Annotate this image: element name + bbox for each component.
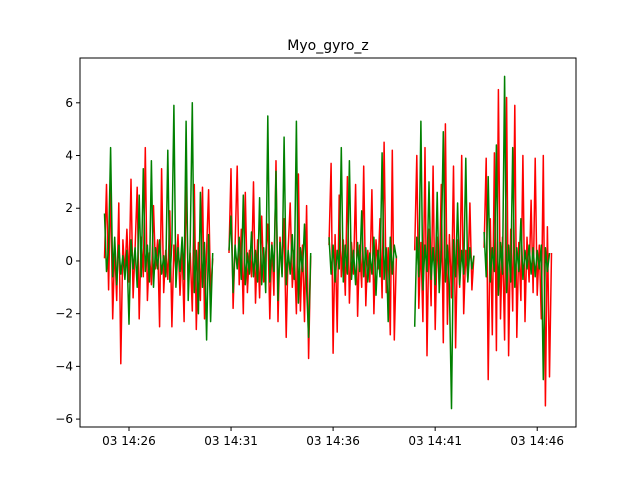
y-tick-label-3: −2 <box>55 307 73 321</box>
y-tick-label-4: 0 <box>65 254 73 268</box>
x-tick-label-5: 03 14:46 <box>510 434 564 448</box>
y-axis: −6 −4 −2 0 2 4 6 <box>55 96 80 426</box>
plot-area <box>103 75 553 410</box>
series-1-segment-2 <box>228 160 312 360</box>
x-tick-label-3: 03 14:36 <box>306 434 360 448</box>
x-tick-label-2: 03 14:31 <box>204 434 258 448</box>
series-2-segment-4 <box>413 120 475 410</box>
y-tick-label-7: 6 <box>65 96 73 110</box>
series-2-segment-1 <box>103 102 214 341</box>
y-tick-label-6: 4 <box>65 149 73 163</box>
series-2-segment-5 <box>483 75 551 381</box>
series-2-segment-2 <box>228 115 312 339</box>
plot-frame <box>79 57 577 428</box>
y-tick-label-2: −4 <box>55 359 73 373</box>
chart-title: Myo_gyro_z <box>287 38 368 54</box>
x-tick-label-4: 03 14:41 <box>408 434 462 448</box>
x-tick-label-1: 03 14:26 <box>102 434 156 448</box>
series-2-segment-3 <box>328 146 398 323</box>
x-axis: 03 14:26 03 14:31 03 14:36 03 14:41 03 14:46 <box>102 427 564 448</box>
y-tick-label-1: −6 <box>55 412 73 426</box>
y-tick-label-5: 2 <box>65 201 73 215</box>
